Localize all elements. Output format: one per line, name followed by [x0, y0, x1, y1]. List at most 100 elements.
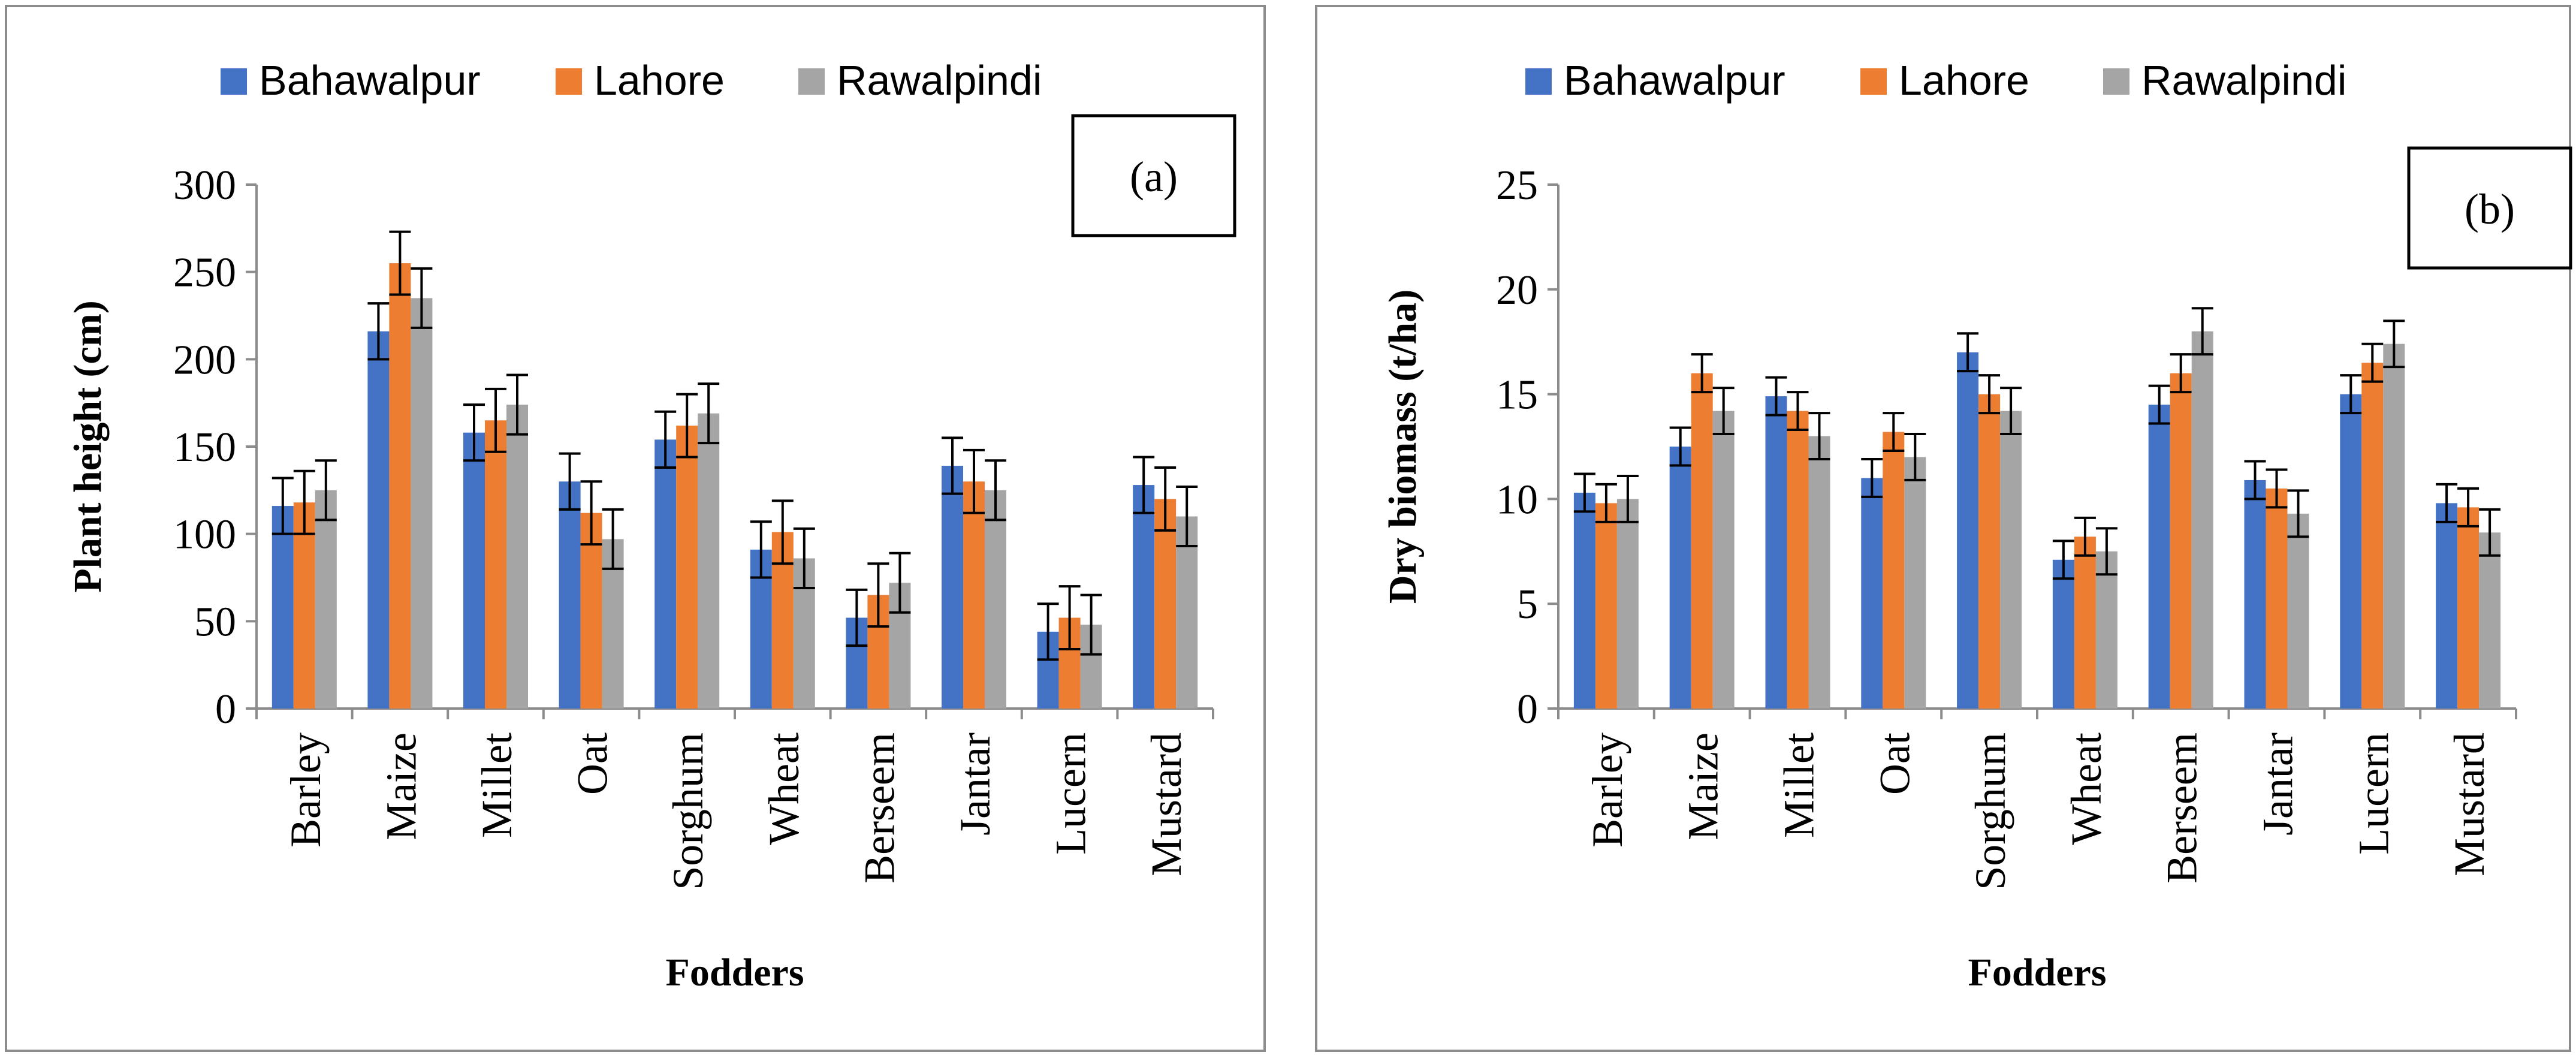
legend-label-bahawalpur: Bahawalpur: [1564, 57, 1785, 104]
error-bar-bahawalpur-barley: [1573, 472, 1595, 513]
legend-swatch-bahawalpur: [221, 68, 247, 95]
x-tick-label-lucern: Lucern: [2349, 733, 2397, 855]
error-bar-rawalpindi-jantar: [2287, 489, 2309, 538]
x-tick-label-maize: Maize: [377, 733, 425, 840]
x-axis-title: Fodders: [1968, 951, 2107, 994]
y-axis-title: Dry biomass (t/ha): [1381, 290, 1425, 604]
bar-rawalpindi-mustard: [2479, 532, 2501, 709]
bar-lahore-millet: [1787, 411, 1809, 709]
bar-rawalpindi-barley: [1616, 499, 1639, 709]
error-bar-rawalpindi-sorghum: [2000, 387, 2022, 436]
bar-lahore-barley: [293, 502, 315, 709]
error-bar-bahawalpur-mustard: [1133, 456, 1155, 514]
x-tick-label-lucern: Lucern: [1047, 733, 1095, 855]
x-tick-label-oat: Oat: [569, 733, 617, 795]
bar-lahore-maize: [1691, 373, 1713, 709]
bar-rawalpindi-mustard: [1176, 516, 1198, 709]
bar-lahore-jantar: [2266, 488, 2288, 709]
legend-swatch-rawalpindi: [798, 68, 825, 95]
bar-bahawalpur-maize: [1669, 447, 1691, 709]
y-tick-label-15: 15: [1496, 372, 1538, 418]
error-bar-lahore-lucern: [1058, 585, 1081, 650]
bar-bahawalpur-wheat: [2052, 559, 2074, 709]
x-tick-label-oat: Oat: [1871, 733, 1919, 795]
panel-label: (a): [1130, 153, 1178, 201]
bar-rawalpindi-sorghum: [2000, 411, 2022, 709]
bar-bahawalpur-sorghum: [654, 439, 677, 709]
error-bar-bahawalpur-wheat: [2052, 539, 2074, 580]
x-tick-label-barley: Barley: [1583, 733, 1631, 848]
error-bar-lahore-wheat: [771, 499, 794, 565]
error-bar-lahore-sorghum: [1978, 374, 2001, 415]
error-bar-lahore-jantar: [2266, 468, 2288, 509]
error-bar-lahore-oat: [1883, 412, 1905, 452]
bar-rawalpindi-lucern: [2383, 343, 2405, 709]
bar-rawalpindi-maize: [1712, 411, 1735, 709]
bar-bahawalpur-mustard: [2436, 503, 2458, 709]
error-bar-rawalpindi-barley: [1616, 474, 1639, 523]
error-bar-rawalpindi-berseem: [889, 551, 911, 614]
y-tick-label-300: 300: [173, 162, 236, 209]
legend-label-lahore: Lahore: [1899, 57, 2029, 104]
panel-label-box: [1071, 114, 1236, 237]
bar-rawalpindi-berseem: [2191, 331, 2213, 709]
error-bar-rawalpindi-millet: [1808, 412, 1830, 460]
error-bar-rawalpindi-wheat: [793, 527, 815, 589]
bar-rawalpindi-oat: [1904, 457, 1926, 709]
x-tick-label-wheat: Wheat: [2062, 733, 2110, 845]
bar-bahawalpur-millet: [463, 432, 485, 709]
error-bar-rawalpindi-oat: [1904, 433, 1926, 481]
x-tick-label-millet: Millet: [1775, 733, 1823, 838]
bar-bahawalpur-jantar: [2244, 480, 2266, 709]
bar-bahawalpur-barley: [272, 506, 294, 709]
y-tick-label-20: 20: [1496, 267, 1538, 314]
x-tick-label-sorghum: Sorghum: [664, 733, 712, 890]
x-tick-label-berseem: Berseem: [2158, 733, 2206, 884]
error-bar-bahawalpur-lucern: [1037, 602, 1059, 661]
y-tick-label-0: 0: [215, 686, 236, 733]
y-tick-label-5: 5: [1517, 581, 1538, 628]
dry-biomass-chart: Bahawalpur Lahore Rawalpindi (b) 0 5 10 15 20 25 B…: [1381, 57, 2572, 994]
error-bar-bahawalpur-berseem: [846, 588, 868, 647]
bar-bahawalpur-berseem: [2148, 405, 2170, 709]
bar-lahore-millet: [485, 420, 506, 709]
bar-lahore-barley: [1595, 503, 1617, 709]
plant-height-chart: Bahawalpur Lahore Rawalpindi (a) 0 50 100 150 20…: [66, 57, 1236, 994]
bar-lahore-mustard: [2457, 507, 2480, 709]
error-bar-bahawalpur-oat: [1861, 457, 1883, 498]
panel-label-box: [2407, 146, 2572, 270]
y-axis-title: Plant height (cm): [66, 300, 110, 593]
bar-lahore-mustard: [1154, 499, 1177, 709]
y-tick-label-0: 0: [1517, 686, 1538, 733]
error-bar-rawalpindi-mustard: [1176, 486, 1198, 548]
x-tick-label-wheat: Wheat: [760, 733, 808, 845]
y-tick-label-10: 10: [1496, 477, 1538, 523]
bar-rawalpindi-millet: [1808, 436, 1830, 709]
legend-label-lahore: Lahore: [594, 57, 725, 104]
error-bar-lahore-mustard: [2457, 487, 2480, 528]
x-tick-label-barley: Barley: [282, 733, 330, 848]
error-bar-lahore-wheat: [2074, 516, 2096, 557]
x-tick-label-berseem: Berseem: [855, 733, 903, 884]
bar-bahawalpur-jantar: [942, 466, 963, 709]
bar-lahore-berseem: [2170, 373, 2192, 709]
bar-rawalpindi-wheat: [2095, 551, 2117, 709]
bar-bahawalpur-oat: [1861, 478, 1883, 709]
bar-rawalpindi-jantar: [985, 490, 1006, 709]
legend-swatch-lahore: [1860, 68, 1887, 95]
x-tick-label-jantar: Jantar: [2254, 733, 2302, 836]
error-bar-rawalpindi-oat: [602, 508, 624, 570]
legend-label-rawalpindi: Rawalpindi: [2141, 57, 2346, 104]
error-bar-rawalpindi-wheat: [2095, 527, 2117, 576]
error-bar-bahawalpur-oat: [559, 452, 581, 511]
bar-bahawalpur-sorghum: [1957, 352, 1979, 709]
bar-lahore-jantar: [963, 481, 985, 709]
error-bar-rawalpindi-lucern: [2383, 319, 2405, 369]
legend-label-bahawalpur: Bahawalpur: [259, 57, 481, 104]
legend-swatch-rawalpindi: [2103, 68, 2129, 95]
x-tick-label-sorghum: Sorghum: [1966, 733, 2014, 890]
error-bar-bahawalpur-jantar: [2244, 460, 2266, 501]
y-tick-label-250: 250: [173, 250, 236, 296]
bar-rawalpindi-millet: [506, 405, 528, 709]
error-bar-bahawalpur-sorghum: [1957, 332, 1979, 373]
